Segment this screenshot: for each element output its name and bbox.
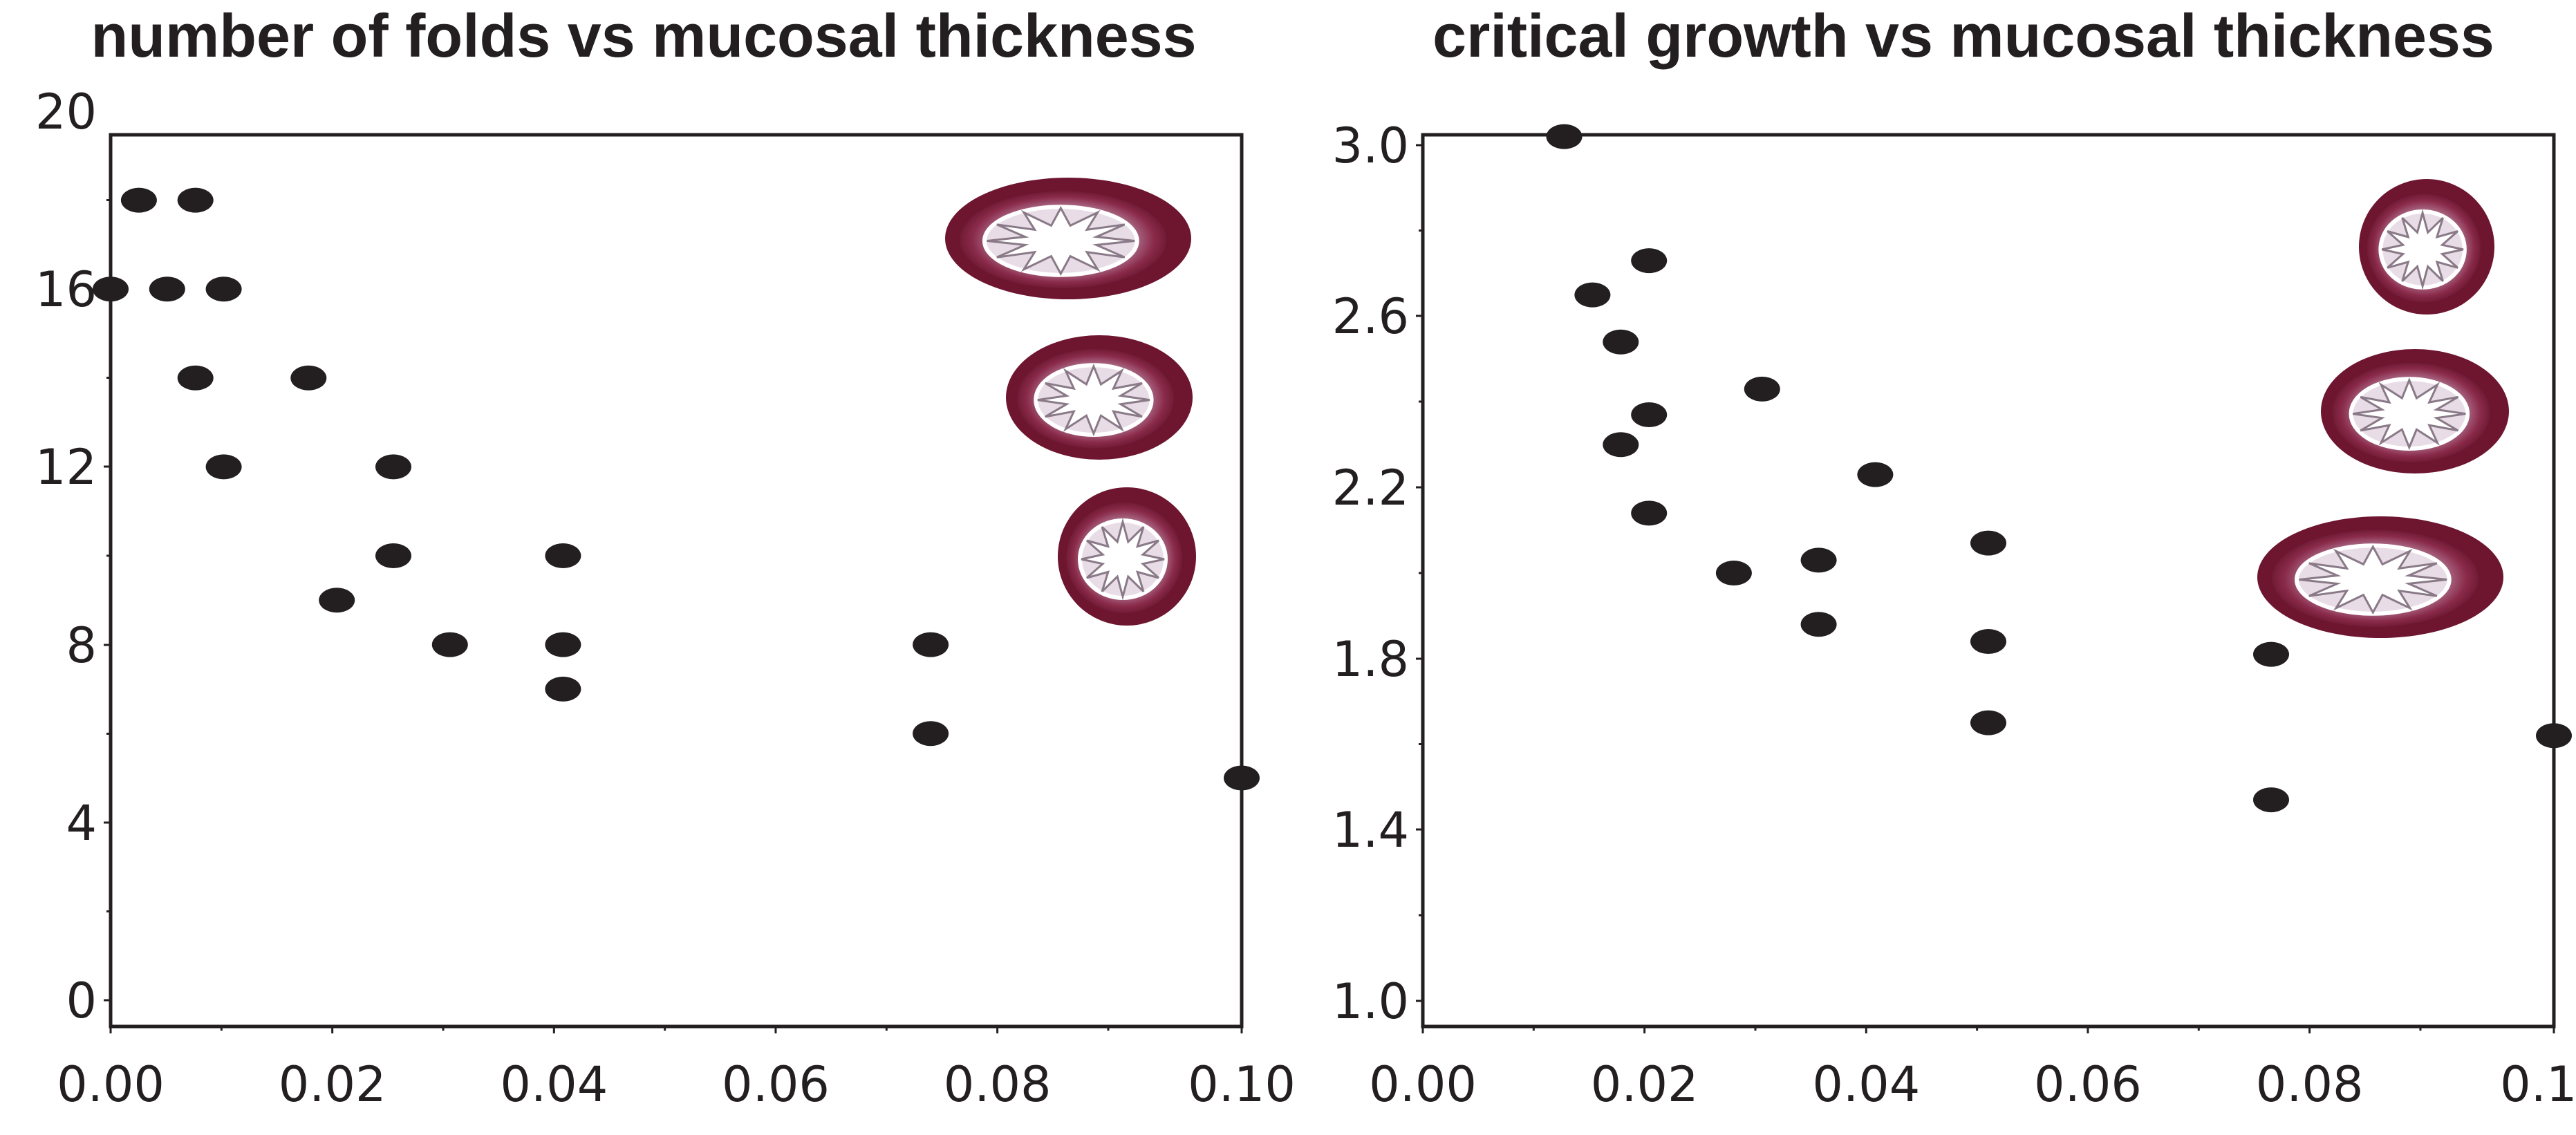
x-tick-label: 0.00 <box>1369 1056 1477 1113</box>
y-tick-label: 8 <box>66 617 97 674</box>
chart-folds: number of folds vs mucosal thickness 0.0… <box>35 1 1296 1113</box>
data-point <box>913 721 949 747</box>
y-tick-label: 20 <box>35 84 97 140</box>
folded-lumen <box>1037 363 1150 437</box>
data-point <box>375 454 411 480</box>
x-axis-tick-labels: 0.00 0.02 0.04 0.06 0.08 0.10 <box>1369 1056 2576 1113</box>
y-axis-tick-labels: 1.0 1.4 1.8 2.2 2.6 3.0 <box>1332 118 1409 1030</box>
y-tick-label: 2.6 <box>1332 288 1409 345</box>
data-point <box>375 543 411 568</box>
plot-frame <box>1421 133 2556 1029</box>
data-point <box>319 588 355 613</box>
y-tick-label: 0 <box>66 973 97 1029</box>
y-tick-label: 4 <box>66 795 97 852</box>
x-tick-label: 0.02 <box>1591 1056 1699 1113</box>
y-tick-label: 3.0 <box>1332 118 1409 174</box>
data-point <box>545 676 581 702</box>
x-tick-label: 0.04 <box>1812 1056 1920 1113</box>
data-points <box>1546 124 2572 813</box>
folded-lumen <box>2381 209 2464 290</box>
inset-images <box>2257 179 2509 638</box>
data-point <box>1603 432 1639 458</box>
data-point <box>1546 124 1583 149</box>
data-point <box>1631 402 1668 427</box>
data-point <box>1631 248 1668 274</box>
data-point <box>1574 282 1611 308</box>
plot-frame <box>109 133 1244 1029</box>
x-tick-label: 0.04 <box>500 1056 608 1113</box>
data-point <box>545 632 581 657</box>
data-point <box>93 276 129 302</box>
data-point <box>545 543 581 568</box>
x-tick-label: 0.06 <box>722 1056 830 1113</box>
data-point <box>431 632 468 657</box>
data-point <box>1970 710 2006 735</box>
data-point <box>2253 787 2289 813</box>
data-point <box>1603 329 1639 355</box>
data-point <box>2536 723 2572 749</box>
y-tick-label: 1.4 <box>1332 802 1409 859</box>
y-tick-label: 1.0 <box>1332 973 1409 1030</box>
data-point <box>149 276 185 302</box>
x-tick-label: 0.02 <box>279 1056 386 1113</box>
cross-section-image <box>1006 335 1193 460</box>
data-point <box>1970 530 2006 556</box>
y-tick-label: 12 <box>35 439 97 496</box>
axis-ticks <box>1416 144 2555 1033</box>
data-point <box>205 276 242 302</box>
data-point <box>1970 629 2006 655</box>
data-point <box>1715 561 1752 585</box>
data-point <box>205 454 242 480</box>
cross-section-image <box>2359 179 2494 315</box>
cross-section-image <box>1058 487 1196 626</box>
y-tick-label: 2.2 <box>1332 460 1409 516</box>
data-points <box>93 187 1260 791</box>
cross-section-image <box>2321 349 2509 473</box>
data-point <box>1744 376 1780 402</box>
data-point <box>1857 462 1894 487</box>
data-point <box>1800 547 1837 573</box>
cross-section-image <box>2257 516 2503 638</box>
y-tick-label: 16 <box>35 261 97 318</box>
chart-title: critical growth vs mucosal thickness <box>1432 1 2494 70</box>
x-tick-label: 0.08 <box>944 1056 1052 1113</box>
data-point <box>177 187 214 213</box>
x-tick-label: 0.10 <box>1188 1056 1296 1113</box>
y-axis-tick-labels: 0 4 8 12 16 20 <box>35 84 97 1029</box>
data-point <box>120 187 157 213</box>
inset-images <box>945 178 1196 626</box>
x-tick-label: 0.10 <box>2500 1056 2576 1113</box>
x-tick-label: 0.08 <box>2256 1056 2364 1113</box>
folded-lumen <box>1081 518 1165 601</box>
data-point <box>1224 765 1260 791</box>
data-point <box>177 365 214 391</box>
data-point <box>2253 641 2289 667</box>
x-tick-label: 0.00 <box>57 1056 165 1113</box>
folded-lumen <box>987 205 1135 276</box>
data-point <box>1631 500 1668 526</box>
data-point <box>1800 612 1837 637</box>
cross-section-image <box>945 178 1191 299</box>
folded-lumen <box>2299 544 2447 615</box>
chart-critical-growth: critical growth vs mucosal thickness 0.0… <box>1332 1 2576 1113</box>
data-point <box>290 365 327 391</box>
x-axis-tick-labels: 0.00 0.02 0.04 0.06 0.08 0.10 <box>57 1056 1296 1113</box>
folded-lumen <box>2352 377 2466 451</box>
x-tick-label: 0.06 <box>2034 1056 2142 1113</box>
axis-ticks <box>104 199 1243 1033</box>
y-tick-label: 1.8 <box>1332 631 1409 688</box>
data-point <box>913 632 949 657</box>
chart-title: number of folds vs mucosal thickness <box>91 1 1196 70</box>
